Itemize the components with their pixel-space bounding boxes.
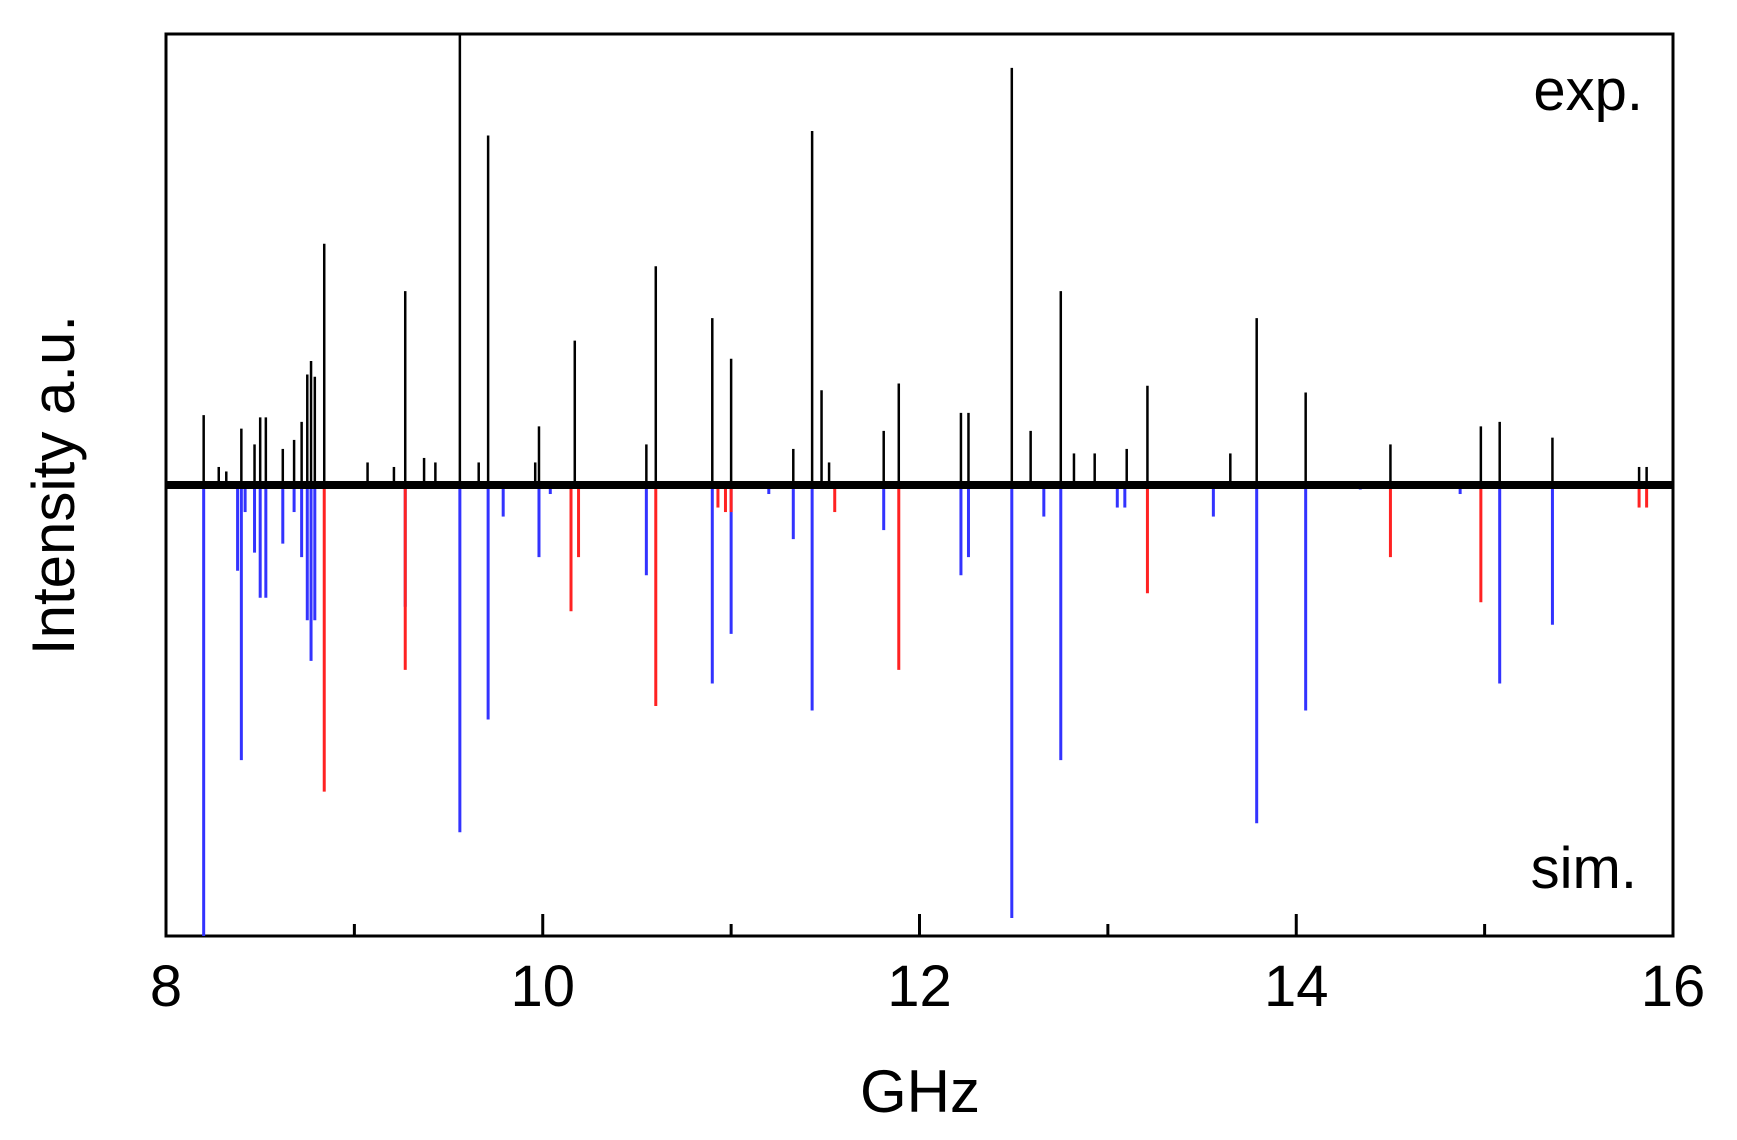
sim-annotation: sim.: [1531, 836, 1637, 901]
x-axis-ticks: [164, 914, 1675, 936]
x-tick-label-3: 14: [1264, 954, 1329, 1019]
x-tick-label-4: 16: [1641, 954, 1706, 1019]
sim-bars: [202, 485, 1649, 936]
x-axis-label: GHz: [860, 1058, 980, 1125]
x-tick-label-0: 8: [150, 954, 182, 1019]
exp-annotation: exp.: [1533, 58, 1643, 123]
x-tick-label-2: 12: [887, 954, 952, 1019]
x-tick-label-1: 10: [510, 954, 575, 1019]
x-axis-tick-labels: 8 10 12 14 16: [150, 954, 1705, 1019]
y-axis-label: Intensity a.u.: [20, 315, 87, 655]
